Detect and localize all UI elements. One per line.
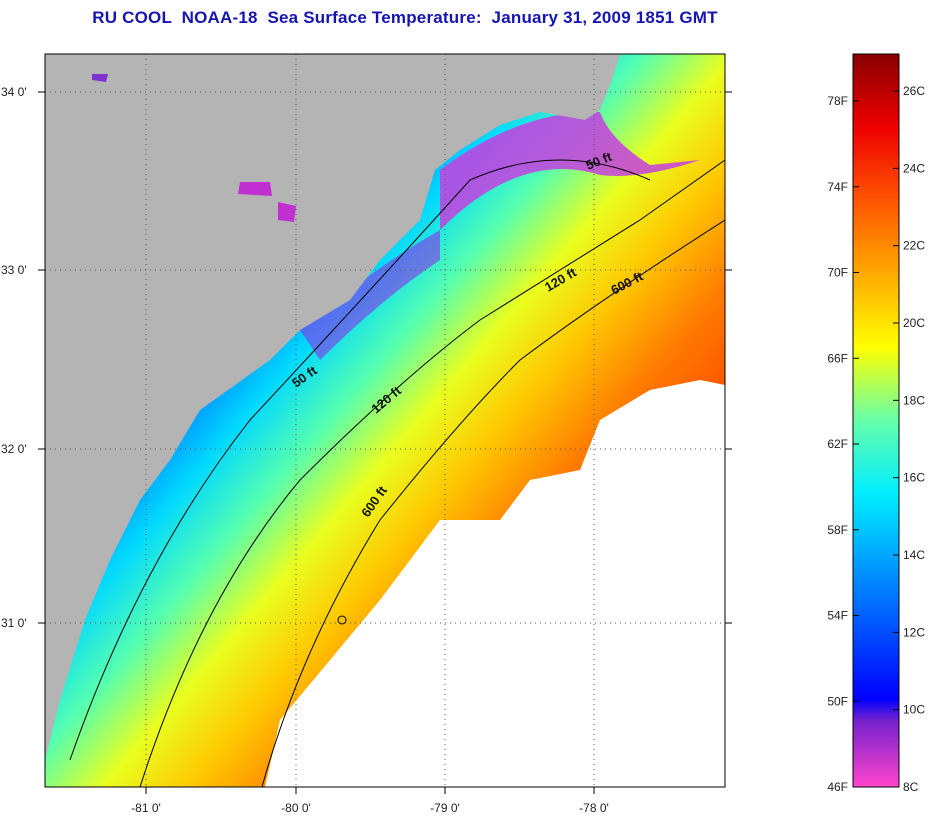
colorbar-label-c: 24C xyxy=(903,161,925,175)
colorbar-label-f: 50F xyxy=(827,694,848,708)
lon-label: -78 0' xyxy=(579,801,609,815)
colorbar-label-c: 14C xyxy=(903,548,925,562)
contour-600ft xyxy=(261,219,725,787)
lat-label: 32 0' xyxy=(1,442,27,456)
colorbar-label-c: 20C xyxy=(903,316,925,330)
no-data-region xyxy=(265,380,725,787)
inland-water xyxy=(278,202,296,222)
colorbar-label-c: 18C xyxy=(903,393,925,407)
contour-50ft xyxy=(69,159,651,761)
colorbar-label-f: 74F xyxy=(827,180,848,194)
map-frame xyxy=(44,53,726,788)
colorbar-label-f: 70F xyxy=(827,266,848,280)
graticule xyxy=(45,54,725,787)
colorbar-label-f: 46F xyxy=(827,780,848,794)
inland-water xyxy=(238,182,272,196)
colorbar-label-c: 16C xyxy=(903,471,925,485)
colorbar-label-f: 66F xyxy=(827,351,848,365)
colorbar-label-c: 10C xyxy=(903,703,925,717)
colorbar-label-c: 8C xyxy=(903,780,919,794)
lat-label: 34 0' xyxy=(1,85,27,99)
colorbar-label-f: 58F xyxy=(827,523,848,537)
colorbar-label-f: 78F xyxy=(827,94,848,108)
cold-water-band xyxy=(440,111,700,230)
colorbar-label-f: 54F xyxy=(827,609,848,623)
lat-label: 33 0' xyxy=(1,263,27,277)
contour-600ft-loop xyxy=(337,615,347,625)
contour-120ft xyxy=(139,159,725,787)
land-mass xyxy=(45,54,620,760)
inland-water xyxy=(92,74,108,82)
colorbar-scale xyxy=(852,53,900,788)
lon-label: -81 0' xyxy=(131,801,161,815)
colorbar-label-f: 62F xyxy=(827,437,848,451)
colorbar-label-c: 22C xyxy=(903,239,925,253)
colorbar-label-c: 12C xyxy=(903,625,925,639)
lon-label: -79 0' xyxy=(430,801,460,815)
lat-label: 31 0' xyxy=(1,616,27,630)
map-title: RU COOL NOAA-18 Sea Surface Temperature:… xyxy=(92,8,718,27)
lon-label: -80 0' xyxy=(281,801,311,815)
colorbar-label-c: 26C xyxy=(903,84,925,98)
